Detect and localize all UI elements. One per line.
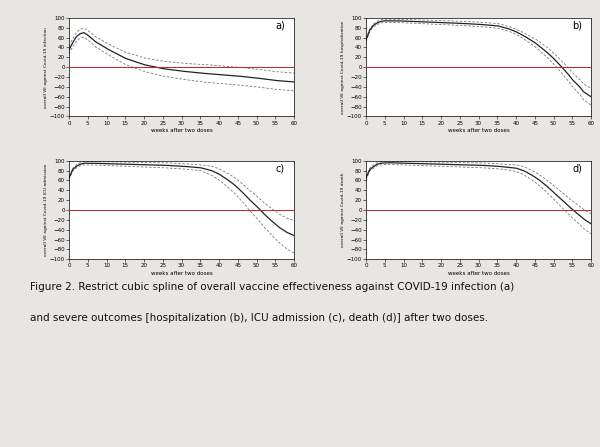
Text: b): b) — [572, 21, 582, 31]
Y-axis label: overall VE against Covid-19 ICU admission: overall VE against Covid-19 ICU admissio… — [44, 164, 49, 256]
Text: Figure 2. Restrict cubic spline of overall vaccine effectiveness against COVID-1: Figure 2. Restrict cubic spline of overa… — [30, 282, 514, 291]
Text: c): c) — [276, 164, 285, 174]
X-axis label: weeks after two doses: weeks after two doses — [151, 271, 212, 276]
Y-axis label: overall VE against Covid-19 infection: overall VE against Covid-19 infection — [44, 27, 49, 108]
X-axis label: weeks after two doses: weeks after two doses — [151, 128, 212, 133]
Text: and severe outcomes [hospitalization (b), ICU admission (c), death (d)] after tw: and severe outcomes [hospitalization (b)… — [30, 313, 488, 323]
Y-axis label: overall VE against Covid-19 hospitalization: overall VE against Covid-19 hospitalizat… — [341, 21, 346, 114]
X-axis label: weeks after two doses: weeks after two doses — [448, 128, 509, 133]
Y-axis label: overall VE against Covid-19 death: overall VE against Covid-19 death — [341, 173, 346, 247]
Text: a): a) — [275, 21, 285, 31]
X-axis label: weeks after two doses: weeks after two doses — [448, 271, 509, 276]
Text: d): d) — [572, 164, 582, 174]
